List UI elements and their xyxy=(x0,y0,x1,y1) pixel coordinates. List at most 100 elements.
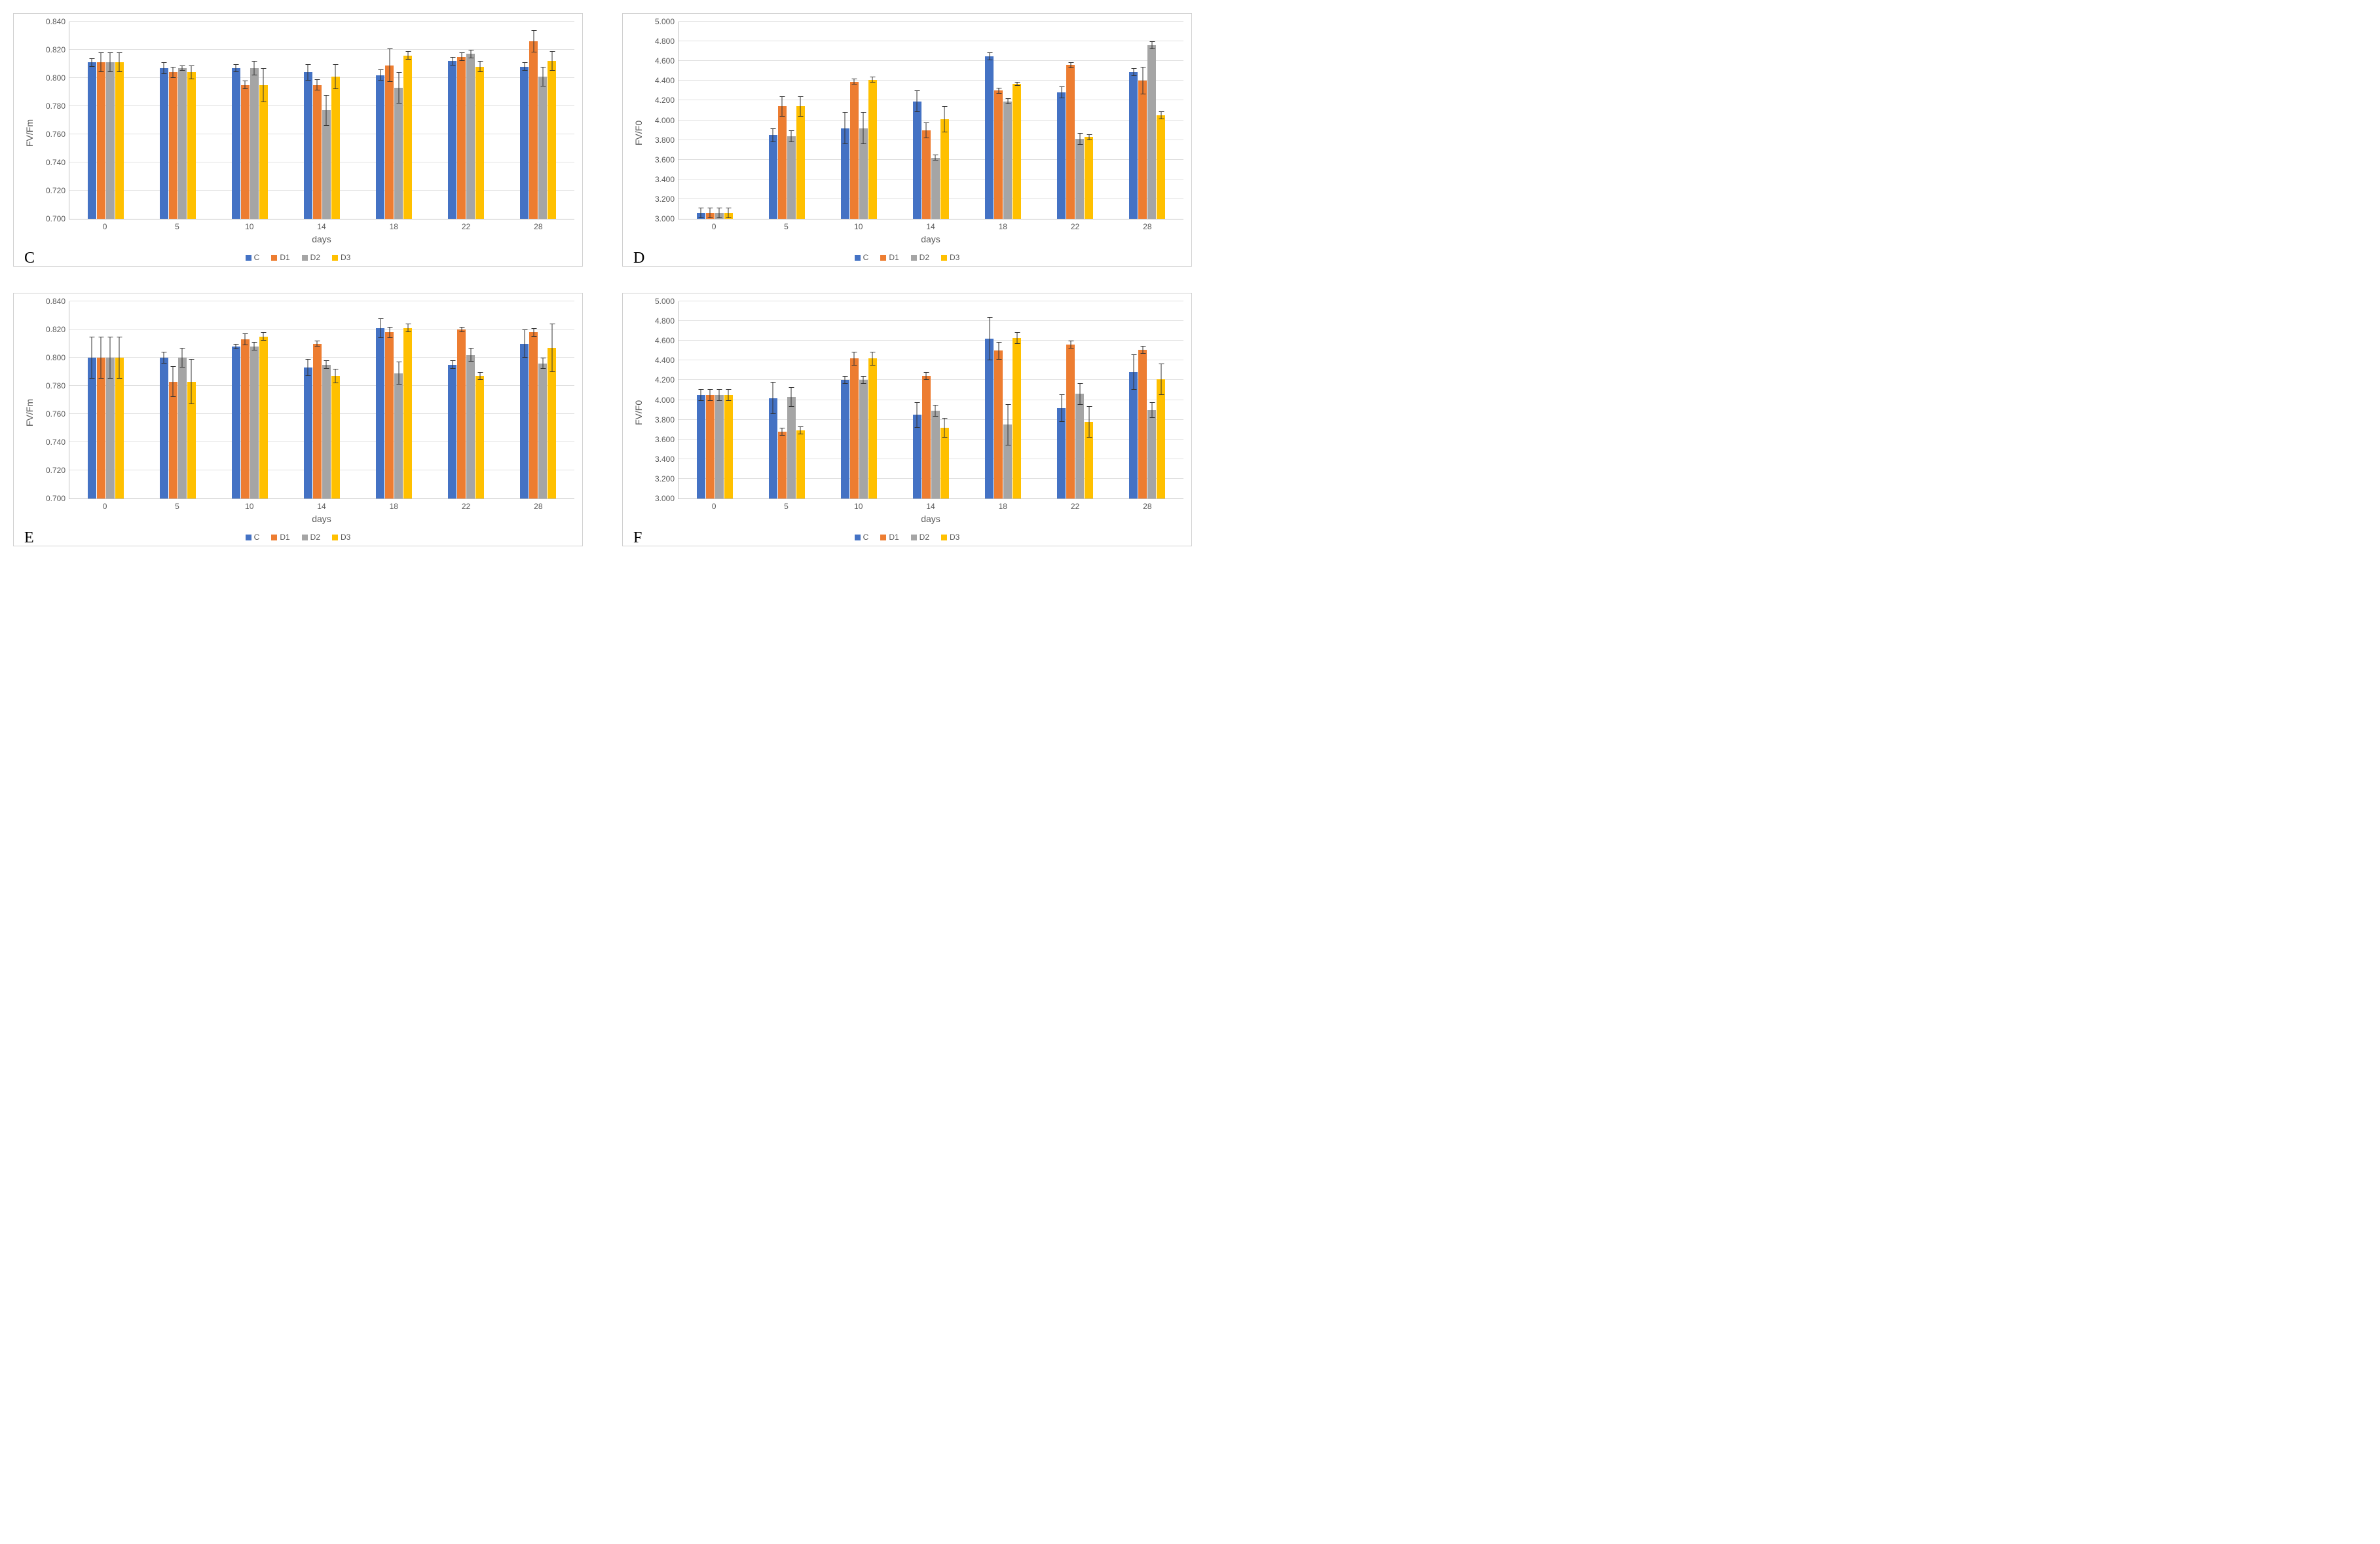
error-bar xyxy=(407,324,408,332)
legend-item-D1: D1 xyxy=(271,533,289,542)
error-bar xyxy=(935,405,936,417)
bar-D1 xyxy=(1066,345,1075,499)
bar-D2 xyxy=(538,77,547,219)
x-tick-label: 22 xyxy=(430,222,502,231)
legend-swatch xyxy=(271,535,277,540)
error-bar xyxy=(119,337,120,379)
legend-swatch xyxy=(302,255,308,261)
bar-group xyxy=(286,22,358,219)
error-bar xyxy=(389,48,390,83)
y-tick-label: 0.700 xyxy=(46,494,65,503)
error-bar xyxy=(854,352,855,366)
bar-D2 xyxy=(106,62,115,219)
bar-group xyxy=(1039,22,1111,219)
error-bar xyxy=(191,66,192,79)
chart-panel-C: FV/Fm0.7000.7200.7400.7600.7800.8000.820… xyxy=(13,13,583,267)
bar-C xyxy=(1057,92,1066,219)
bar-C xyxy=(448,365,456,499)
legend: CD1D2D3 xyxy=(631,253,1183,262)
bar-D1 xyxy=(778,432,787,499)
bar-D2 xyxy=(787,397,796,499)
y-tick-label: 3.200 xyxy=(655,474,675,483)
y-tick-label: 0.760 xyxy=(46,130,65,139)
bar-D3 xyxy=(475,67,484,219)
error-bar xyxy=(1133,354,1134,390)
error-bar xyxy=(335,369,336,383)
bar-D3 xyxy=(940,428,949,499)
y-axis-label: FV/Fm xyxy=(22,301,37,524)
legend-item-D1: D1 xyxy=(880,253,899,262)
legend-item-C: C xyxy=(246,253,260,262)
x-tick-label: 10 xyxy=(823,502,895,511)
error-bar xyxy=(719,389,720,401)
legend-label: C xyxy=(254,253,260,262)
bar-D2 xyxy=(394,88,403,219)
legend-swatch xyxy=(911,535,917,540)
bar-group xyxy=(1111,301,1183,499)
bar-D2 xyxy=(466,54,475,219)
legend: CD1D2D3 xyxy=(22,253,574,262)
legend-item-D3: D3 xyxy=(332,253,350,262)
bar-D3 xyxy=(548,61,556,219)
error-bar xyxy=(989,317,990,360)
bar-group xyxy=(141,22,214,219)
y-tick-label: 3.800 xyxy=(655,136,675,145)
error-bar xyxy=(998,342,999,360)
legend-swatch xyxy=(271,255,277,261)
y-tick-label: 0.800 xyxy=(46,73,65,83)
bar-D1 xyxy=(529,332,538,499)
bar-D3 xyxy=(115,62,124,219)
x-tick-label: 14 xyxy=(895,222,967,231)
y-tick-label: 4.000 xyxy=(655,116,675,125)
error-bar xyxy=(245,81,246,89)
bar-D1 xyxy=(457,330,466,499)
error-bar xyxy=(542,358,543,369)
error-bar xyxy=(254,61,255,75)
error-bar xyxy=(1070,341,1071,348)
error-bar xyxy=(173,67,174,78)
bar-D3 xyxy=(259,85,268,219)
y-tick-label: 3.000 xyxy=(655,494,675,503)
bar-D1 xyxy=(922,376,931,499)
legend-label: D1 xyxy=(889,533,899,542)
bar-group xyxy=(895,22,967,219)
bar-D3 xyxy=(1013,84,1021,219)
y-tick-label: 4.400 xyxy=(655,356,675,365)
error-bar xyxy=(470,50,471,58)
legend: CD1D2D3 xyxy=(631,533,1183,542)
legend-item-D1: D1 xyxy=(880,533,899,542)
legend-item-D3: D3 xyxy=(941,253,959,262)
x-tick-label: 18 xyxy=(358,502,430,511)
legend-label: D1 xyxy=(889,253,899,262)
legend-label: C xyxy=(254,533,260,542)
y-tick-label: 3.000 xyxy=(655,214,675,223)
error-bar xyxy=(326,360,327,369)
bar-group xyxy=(69,22,141,219)
error-bar xyxy=(326,95,327,126)
error-bar xyxy=(461,52,462,61)
bar-D1 xyxy=(97,62,105,219)
legend-label: D3 xyxy=(950,253,959,262)
error-bar xyxy=(1007,404,1008,445)
bar-C xyxy=(520,344,529,499)
x-tick-label: 22 xyxy=(1039,222,1111,231)
error-bar xyxy=(335,64,336,90)
x-axis-label: days xyxy=(69,514,574,524)
error-bar xyxy=(782,96,783,116)
x-tick-label: 5 xyxy=(141,222,213,231)
error-bar xyxy=(989,52,990,60)
bar-D1 xyxy=(850,82,859,219)
bar-D2 xyxy=(538,364,547,499)
x-tick-label: 28 xyxy=(502,222,574,231)
error-bar xyxy=(944,106,945,132)
error-bar xyxy=(926,122,927,138)
error-bar xyxy=(1079,383,1080,405)
legend-item-D2: D2 xyxy=(302,533,320,542)
bar-C xyxy=(376,328,384,499)
error-bar xyxy=(791,130,792,142)
bar-D2 xyxy=(1075,139,1084,219)
y-tick-label: 4.000 xyxy=(655,396,675,405)
bar-D3 xyxy=(331,77,340,219)
y-tick-label: 0.820 xyxy=(46,325,65,334)
bar-group xyxy=(286,301,358,499)
